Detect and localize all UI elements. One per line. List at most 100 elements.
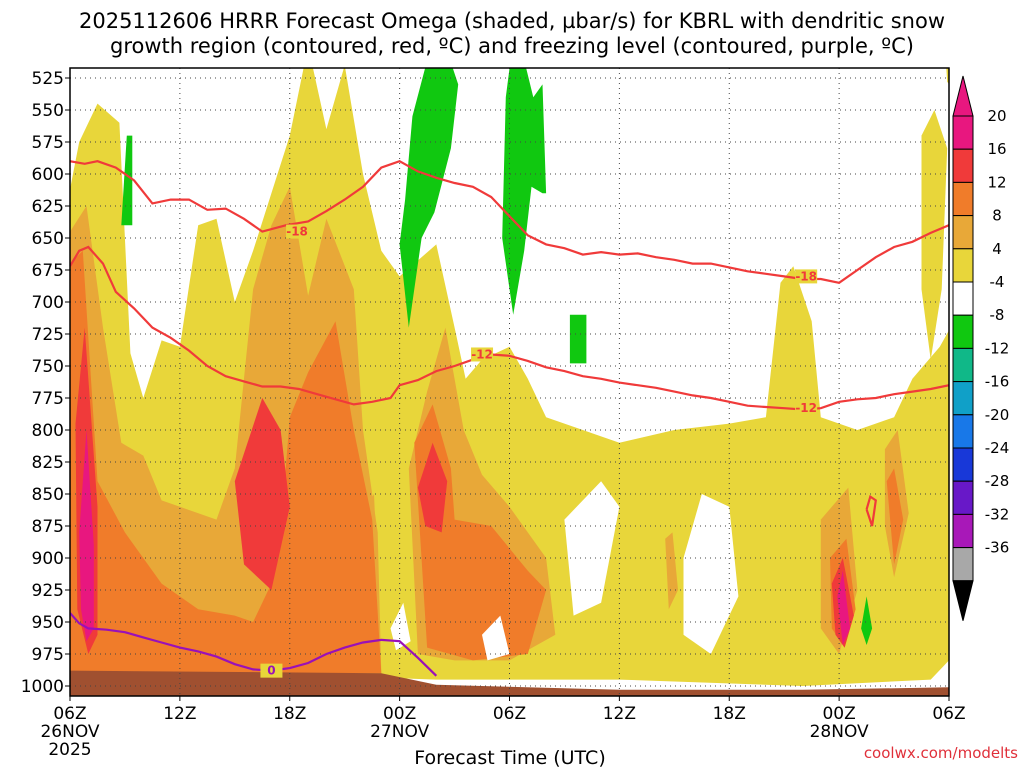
x-tick-date-42: 28NOV	[810, 722, 869, 742]
red-contour-label-2-bg	[471, 347, 494, 362]
colorbar-label-5: -4	[990, 273, 1005, 291]
omega-region-neg4-0	[683, 494, 739, 654]
omega-region-20-1	[837, 570, 851, 645]
colorbar-swatch-13	[952, 547, 974, 582]
x-tick-label-18: 00Z	[383, 704, 416, 724]
omega-region-12-3	[886, 468, 904, 565]
x-tick-label-12: 18Z	[273, 704, 306, 724]
purple-contour-label-0: 0	[267, 664, 275, 678]
omega-region-neg8-4	[861, 596, 873, 645]
colorbar-swatch-9	[952, 414, 974, 449]
y-tick-label-1000: 1000	[21, 677, 64, 697]
colorbar-label-1: 16	[987, 140, 1006, 158]
chart-title-line-1: 2025112606 HRRR Forecast Omega (shaded, …	[79, 9, 945, 33]
y-tick-label-600: 600	[32, 165, 64, 185]
y-tick-label-725: 725	[32, 325, 64, 345]
colorbar-label-11: -28	[985, 472, 1010, 490]
y-tick-label-650: 650	[32, 229, 64, 249]
y-tick-label-850: 850	[32, 485, 64, 505]
x-tick-label-36: 18Z	[713, 704, 746, 724]
y-tick-label-675: 675	[32, 261, 64, 281]
colorbar-swatch-0	[952, 115, 974, 150]
x-axis-label: Forecast Time (UTC)	[414, 747, 605, 768]
colorbar-swatch-5	[952, 281, 974, 316]
y-tick-label-700: 700	[32, 293, 64, 313]
purple-contour-label-0-bg	[260, 663, 283, 678]
y-tick-label-625: 625	[32, 197, 64, 217]
omega-region-neg8-0	[399, 68, 459, 328]
red-contour-label-3-bg	[795, 401, 818, 416]
y-tick-label-950: 950	[32, 613, 64, 633]
contour-labels: -18 -18 -12 -12 0	[260, 224, 818, 678]
y-tick-label-550: 550	[32, 101, 64, 121]
terrain-fill-0	[70, 670, 949, 696]
y-tick-label-800: 800	[32, 421, 64, 441]
colorbar-label-0: 20	[987, 107, 1006, 125]
x-tick-label-42: 00Z	[822, 704, 855, 724]
chart-title-line-2: growth region (contoured, red, ºC) and f…	[110, 34, 914, 58]
colorbar-swatch-11	[952, 480, 974, 515]
omega-region-16-1	[234, 398, 290, 590]
colorbar: 20 16 12 8 4 -4 -8 -12 -16 -20 -24 -28 -32 -36	[952, 75, 1010, 621]
x-tick-label-30: 12Z	[603, 704, 636, 724]
y-tick-label-975: 975	[32, 645, 64, 665]
red-contour-label-3: -12	[795, 401, 817, 415]
y-axis-ticks: 525 550 575 600 625 650 675 700 725 750 775 800 825 8…	[21, 69, 70, 697]
omega-region-neg4-2	[482, 615, 510, 661]
colorbar-swatch-7	[952, 347, 974, 383]
credit-text: coolwx.com/modelts	[864, 744, 1018, 762]
y-tick-label-925: 925	[32, 581, 64, 601]
colorbar-label-9: -20	[985, 406, 1010, 424]
omega-region-neg8-1	[502, 68, 547, 315]
y-tick-label-750: 750	[32, 357, 64, 377]
colorbar-swatch-10	[952, 447, 974, 482]
colorbar-label-12: -32	[985, 505, 1010, 523]
red-contour-label-2: -12	[471, 347, 493, 361]
purple-contour-0	[70, 612, 438, 677]
x-tick-label-0: 06Z	[53, 704, 86, 724]
omega-region-neg4-3	[390, 602, 411, 651]
x-tick-label-6: 12Z	[163, 704, 196, 724]
colorbar-label-2: 12	[987, 173, 1006, 191]
y-tick-label-875: 875	[32, 517, 64, 537]
y-tick-label-525: 525	[32, 69, 64, 89]
colorbar-label-10: -24	[985, 439, 1010, 457]
omega-region-8-4	[665, 532, 678, 610]
colorbar-bottom-arrow	[952, 580, 974, 621]
omega-region-4-1	[921, 110, 948, 360]
omega-shading	[70, 68, 949, 696]
colorbar-swatch-4	[952, 248, 974, 283]
colorbar-top-arrow	[952, 75, 974, 117]
x-tick-year-0: 2025	[48, 740, 91, 760]
omega-region-neg4-1	[564, 481, 620, 616]
omega-region-12-0	[70, 250, 382, 674]
omega-region-12-1	[414, 404, 547, 661]
red-contour-4	[865, 494, 877, 527]
red-contour-label-0: -18	[286, 225, 308, 239]
omega-region-16-2	[417, 442, 448, 533]
colorbar-swatch-8	[952, 381, 974, 416]
colorbar-swatch-2	[952, 181, 974, 217]
colorbar-label-6: -8	[990, 306, 1005, 324]
colorbar-label-13: -36	[985, 539, 1010, 557]
red-contour-label-1: -18	[795, 269, 817, 283]
red-contour-label-0-bg	[286, 224, 309, 239]
colorbar-swatch-12	[952, 513, 974, 549]
x-tick-date-0: 26NOV	[40, 722, 99, 742]
y-tick-label-900: 900	[32, 549, 64, 569]
y-tick-label-575: 575	[32, 133, 64, 153]
colorbar-swatch-6	[952, 314, 974, 349]
y-tick-label-825: 825	[32, 453, 64, 473]
colorbar-label-7: -12	[985, 339, 1010, 357]
colorbar-label-8: -16	[985, 373, 1010, 391]
colorbar-swatch-3	[952, 215, 974, 250]
x-tick-date-18: 27NOV	[370, 722, 429, 742]
colorbar-label-3: 8	[992, 207, 1002, 225]
x-tick-label-24: 06Z	[493, 704, 526, 724]
red-contour-label-1-bg	[795, 269, 818, 284]
omega-region-neg8-2	[121, 135, 133, 226]
colorbar-label-4: 4	[992, 240, 1002, 258]
colorbar-swatch-1	[952, 148, 974, 183]
